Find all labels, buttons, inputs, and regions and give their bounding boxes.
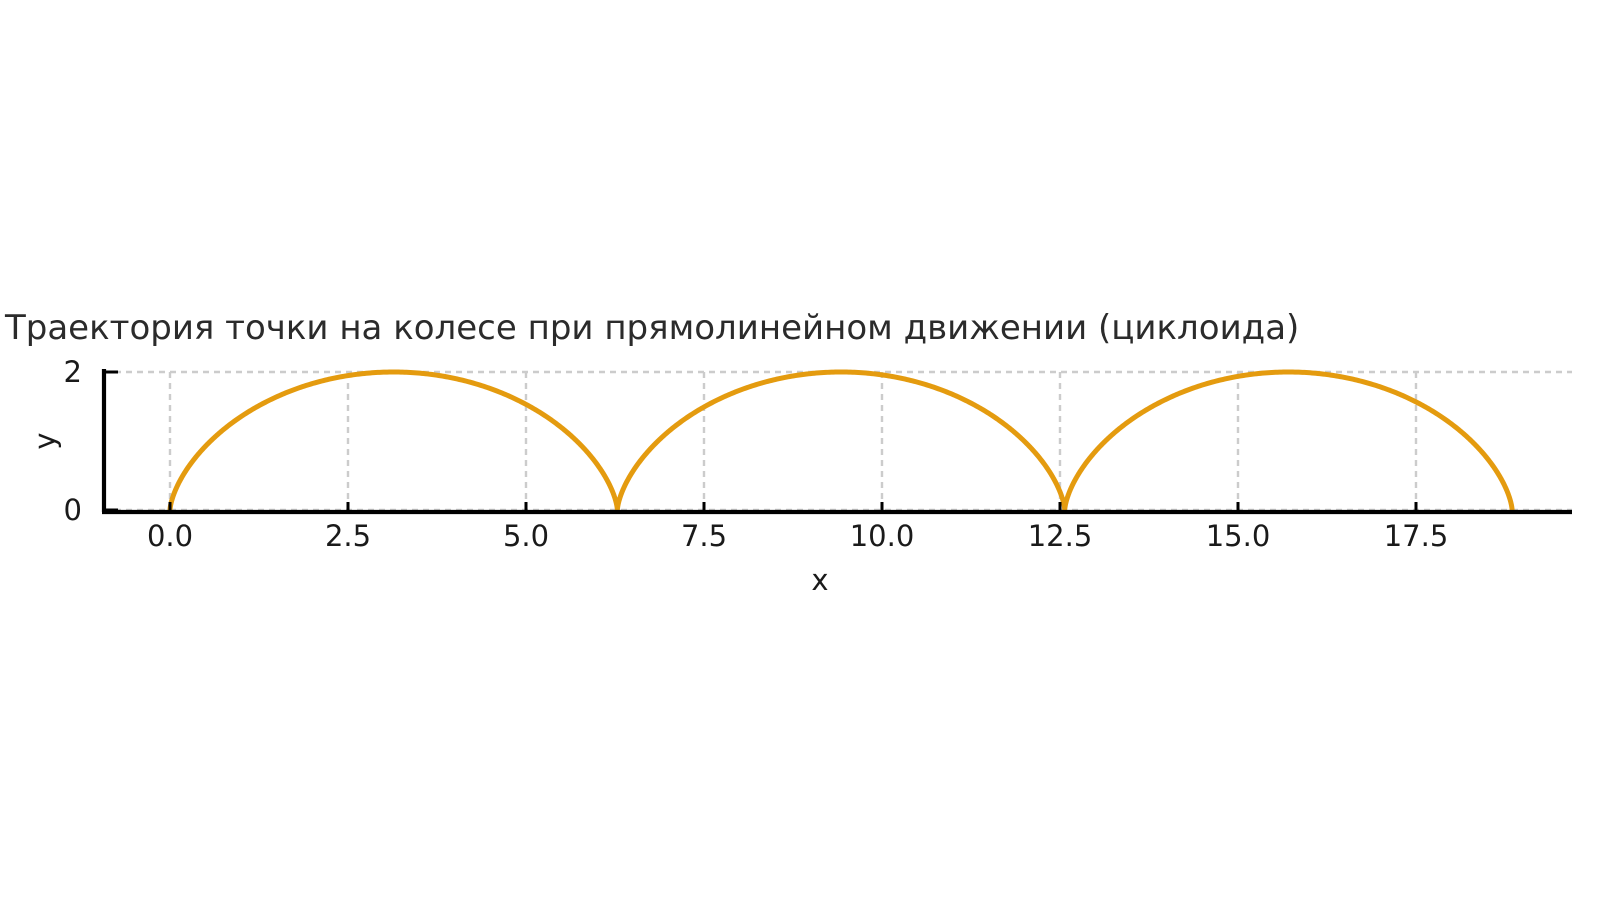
xtick-label-6: 15.0	[1205, 519, 1271, 553]
chart-title: Траектория точки на колесе при прямолине…	[5, 308, 1300, 348]
ytick-label-0: 0	[63, 493, 82, 527]
cycloid-curve	[167, 369, 1515, 513]
xtick-label-0: 0.0	[146, 519, 194, 553]
tick-marks-group	[104, 370, 1418, 512]
xtick-label-4: 10.0	[849, 519, 915, 553]
xtick-label-3: 7.5	[680, 519, 728, 553]
xtick-label-5: 12.5	[1027, 519, 1093, 553]
xtick-label-7: 17.5	[1383, 519, 1449, 553]
xtick-label-2: 5.0	[502, 519, 550, 553]
axis-spines-group	[101, 369, 1572, 515]
y-axis-label: y	[28, 432, 62, 450]
x-axis-label: x	[811, 563, 829, 597]
gridlines-group	[104, 370, 1572, 512]
data-series-cycloid	[167, 369, 1515, 513]
ytick-label-1: 2	[63, 355, 82, 389]
xtick-label-1: 2.5	[324, 519, 372, 553]
